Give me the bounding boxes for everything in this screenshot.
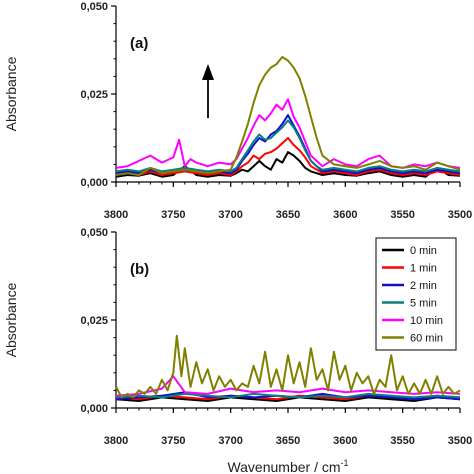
- x-tick-label: 3500: [448, 435, 472, 447]
- panel-label: (a): [130, 35, 148, 52]
- y-tick-label: 0,025: [80, 89, 108, 101]
- panel-label: (b): [130, 261, 149, 278]
- x-tick-label: 3550: [390, 209, 414, 221]
- legend-label: 0 min: [410, 245, 437, 257]
- x-tick-label: 3600: [333, 435, 357, 447]
- x-tick-label: 3700: [218, 435, 242, 447]
- series-line-60-min: [115, 56, 461, 176]
- y-axis-label: Absorbance: [3, 282, 19, 357]
- x-axis-label: Wavenumber / cm-1: [227, 458, 348, 474]
- series-line-5-min: [115, 119, 461, 173]
- series-line-1-min: [115, 137, 461, 176]
- legend-label: 5 min: [410, 298, 437, 310]
- x-axis-label-superscript: -1: [341, 458, 349, 468]
- legend-label: 2 min: [410, 280, 437, 292]
- panel-b: 0,000 0,025 0,050 3800 3750 3700 3650 3600 3550 3…: [3, 227, 472, 474]
- y-tick-label: 0,000: [80, 177, 108, 189]
- x-tick-label: 3650: [276, 435, 300, 447]
- x-tick-label: 3800: [104, 435, 128, 447]
- x-tick-label: 3550: [390, 435, 414, 447]
- y-tick-label: 0,025: [80, 315, 108, 327]
- y-axis-label: Absorbance: [3, 56, 19, 131]
- series-line-10-min: [115, 375, 461, 397]
- x-tick-label: 3500: [448, 209, 472, 221]
- legend-box: [375, 237, 457, 351]
- series-line-60-min: [115, 334, 461, 399]
- series-line-2-min: [115, 114, 461, 175]
- y-tick-label: 0,050: [80, 227, 108, 239]
- legend-label: 10 min: [410, 315, 443, 327]
- x-tick-label: 3800: [104, 209, 128, 221]
- series-line-0-min: [115, 396, 461, 402]
- series-line-5-min: [115, 392, 461, 399]
- legend-label: 60 min: [410, 333, 443, 345]
- x-tick-label: 3750: [161, 209, 185, 221]
- y-tick-label: 0,050: [80, 1, 108, 13]
- x-tick-label: 3750: [161, 435, 185, 447]
- increase-arrow-head: [202, 64, 214, 80]
- x-tick-label: 3650: [276, 209, 300, 221]
- panel-a: 0,000 0,025 0,050 3800 3750 3700 3650 3600 3550 3…: [3, 1, 472, 221]
- legend-label: 1 min: [410, 263, 437, 275]
- x-tick-label: 3700: [218, 209, 242, 221]
- y-tick-label: 0,000: [80, 403, 108, 415]
- x-tick-label: 3600: [333, 209, 357, 221]
- series-line-10-min: [115, 98, 461, 169]
